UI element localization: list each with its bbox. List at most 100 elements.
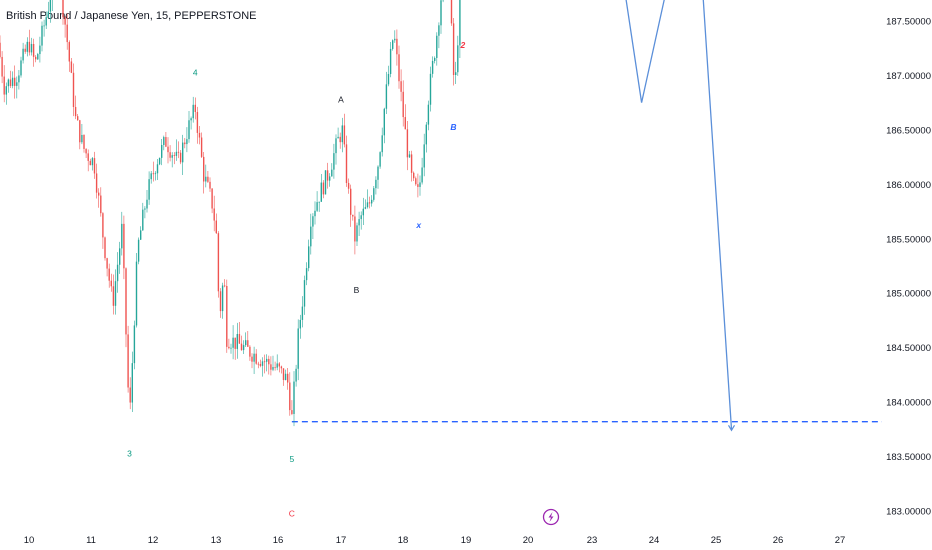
- candle: [129, 387, 131, 403]
- lightning-bolt-glyph: [548, 512, 554, 522]
- candle: [347, 182, 350, 189]
- candle: [49, 0, 52, 12]
- candle: [221, 285, 224, 312]
- x-tick-label: 13: [211, 535, 222, 546]
- candle: [140, 230, 142, 240]
- candle: [383, 108, 385, 136]
- candle: [100, 195, 102, 214]
- candle: [398, 54, 400, 82]
- candle: [375, 179, 377, 189]
- candle: [329, 176, 331, 181]
- candle: [106, 258, 108, 269]
- candle: [104, 237, 106, 259]
- candle: [400, 81, 402, 92]
- candle: [131, 363, 133, 403]
- candle: [421, 167, 423, 183]
- candle: [459, 0, 461, 46]
- candle: [272, 367, 274, 370]
- candle: [450, 0, 453, 24]
- candle: [47, 11, 49, 18]
- candle: [312, 216, 314, 227]
- candle: [352, 214, 354, 217]
- candle: [350, 188, 352, 215]
- candle: [297, 328, 299, 369]
- candle: [175, 151, 178, 156]
- candle: [198, 132, 201, 138]
- candle: [362, 208, 364, 216]
- candle: [436, 35, 438, 58]
- candle: [291, 410, 293, 414]
- candle: [45, 17, 47, 26]
- candle: [289, 382, 291, 411]
- candle: [266, 358, 268, 362]
- candle: [18, 75, 20, 83]
- candle: [3, 76, 5, 95]
- candle: [219, 291, 222, 312]
- candle: [263, 361, 266, 363]
- chart-title: British Pound / Japanese Yen, 15, PEPPER…: [6, 10, 257, 22]
- candle: [392, 40, 394, 49]
- candle: [318, 201, 320, 203]
- candle: [452, 23, 455, 75]
- candle: [224, 285, 226, 287]
- x-tick-label: 23: [587, 535, 598, 546]
- candle: [32, 43, 35, 57]
- candle: [165, 137, 167, 147]
- candle: [434, 57, 436, 61]
- candle: [377, 166, 379, 180]
- candle: [186, 139, 188, 145]
- candle: [150, 173, 152, 180]
- candle: [112, 286, 115, 306]
- candle: [85, 148, 87, 154]
- candle: [79, 120, 81, 143]
- candle: [43, 25, 45, 27]
- candle: [177, 151, 180, 153]
- candle: [232, 337, 234, 348]
- candle: [228, 346, 230, 349]
- candle: [121, 223, 123, 249]
- candle: [366, 202, 369, 208]
- candle: [192, 104, 194, 119]
- candle: [438, 25, 440, 36]
- candle: [156, 164, 159, 174]
- wave-label: 4: [193, 67, 198, 77]
- candle: [196, 112, 199, 133]
- candle: [110, 280, 112, 287]
- y-tick-label: 186.50000: [886, 125, 931, 136]
- candle: [211, 188, 213, 209]
- x-tick-label: 11: [86, 535, 96, 546]
- x-tick-label: 20: [523, 535, 534, 546]
- x-tick-label: 27: [835, 535, 846, 546]
- candle: [358, 219, 360, 226]
- candle: [282, 368, 285, 381]
- candle: [305, 268, 308, 281]
- candle: [339, 136, 341, 143]
- wave-label: B: [354, 285, 360, 295]
- candle: [354, 216, 356, 242]
- candle: [274, 367, 276, 368]
- candle: [295, 368, 297, 382]
- candle: [7, 79, 10, 87]
- x-tick-label: 10: [24, 535, 35, 546]
- candle: [30, 43, 33, 53]
- candle: [417, 184, 419, 187]
- y-tick-label: 183.50000: [886, 452, 931, 463]
- candle: [148, 179, 150, 200]
- x-tick-label: 17: [336, 535, 347, 546]
- candle: [368, 202, 371, 204]
- candle: [146, 199, 148, 209]
- candle: [257, 363, 259, 365]
- candle: [324, 170, 327, 195]
- candle: [301, 306, 304, 320]
- candle: [238, 333, 241, 344]
- candle: [102, 213, 104, 238]
- candle: [440, 0, 442, 26]
- x-tick-label: 25: [711, 535, 722, 546]
- x-tick-label: 26: [773, 535, 784, 546]
- candle: [419, 182, 421, 187]
- candle: [135, 261, 138, 326]
- candle: [152, 173, 154, 175]
- wave-label: 2: [459, 40, 465, 50]
- candle: [299, 319, 301, 329]
